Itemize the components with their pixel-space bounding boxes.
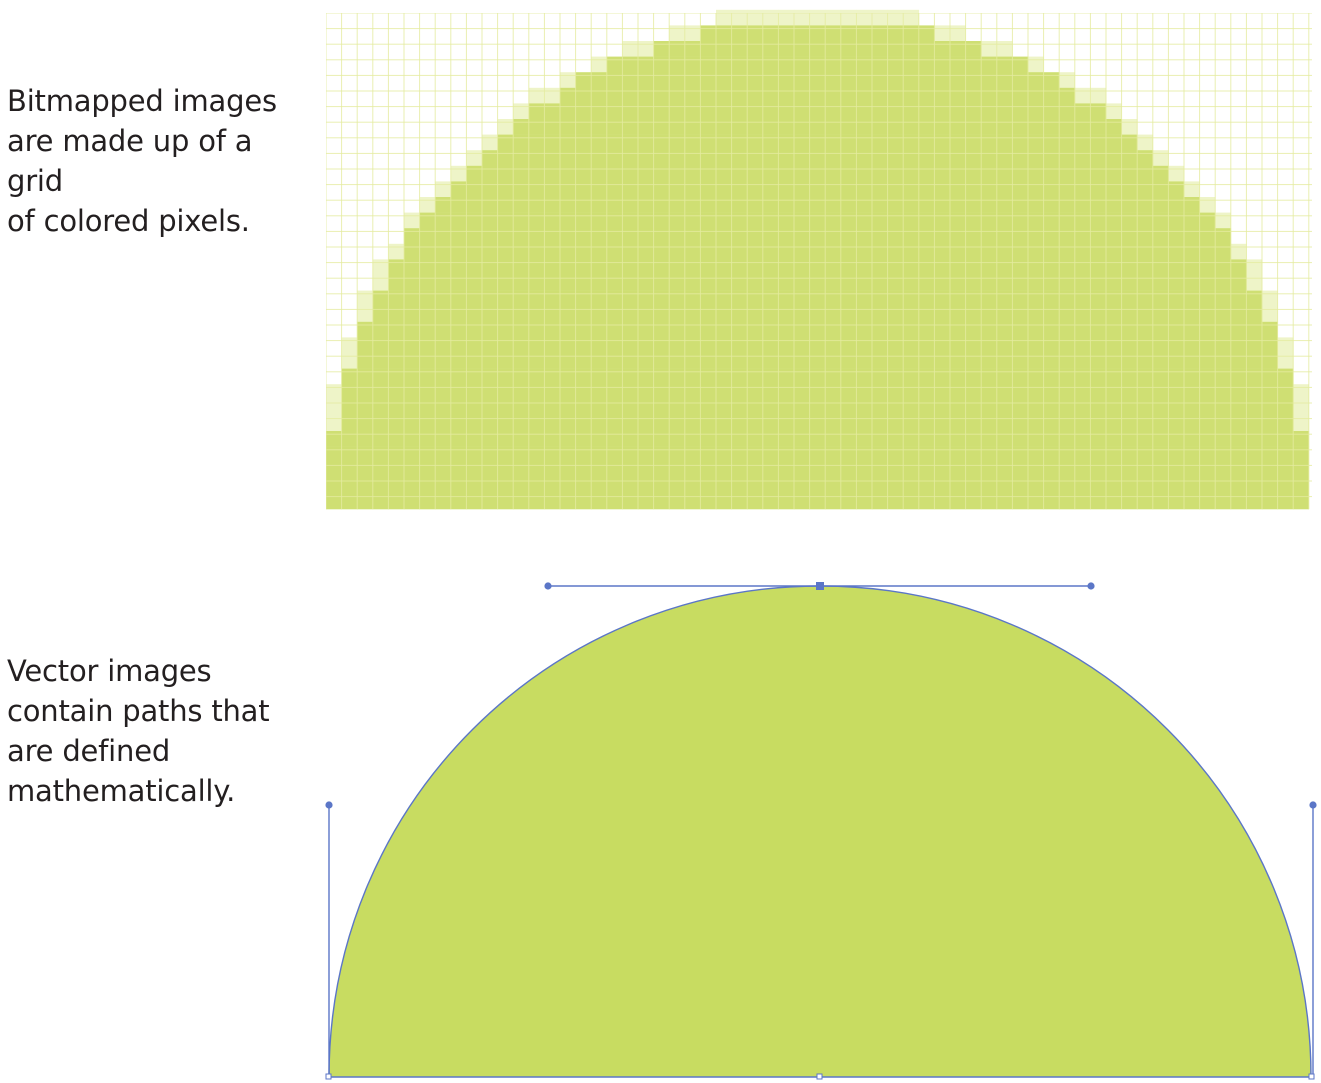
round-handle-point-icon[interactable] <box>325 801 333 809</box>
round-handle-point-icon[interactable] <box>1087 582 1095 590</box>
square-anchor-point-icon[interactable] <box>325 1073 332 1080</box>
square-anchor-point-icon[interactable] <box>1308 1073 1315 1080</box>
vector-caption: Vector images contain paths that are def… <box>7 654 270 808</box>
vector-half-circle <box>325 582 1317 1080</box>
square-anchor-point-icon[interactable] <box>816 1073 823 1080</box>
round-handle-point-icon[interactable] <box>1309 801 1317 809</box>
vector-path[interactable] <box>328 585 1312 1078</box>
round-handle-point-icon[interactable] <box>544 582 552 590</box>
bitmap-caption: Bitmapped images are made up of a grid o… <box>7 84 277 238</box>
pixel-grid-overlay <box>326 13 1312 509</box>
bitmap-half-circle <box>326 9 1312 510</box>
square-anchor-point-icon[interactable] <box>816 582 824 590</box>
